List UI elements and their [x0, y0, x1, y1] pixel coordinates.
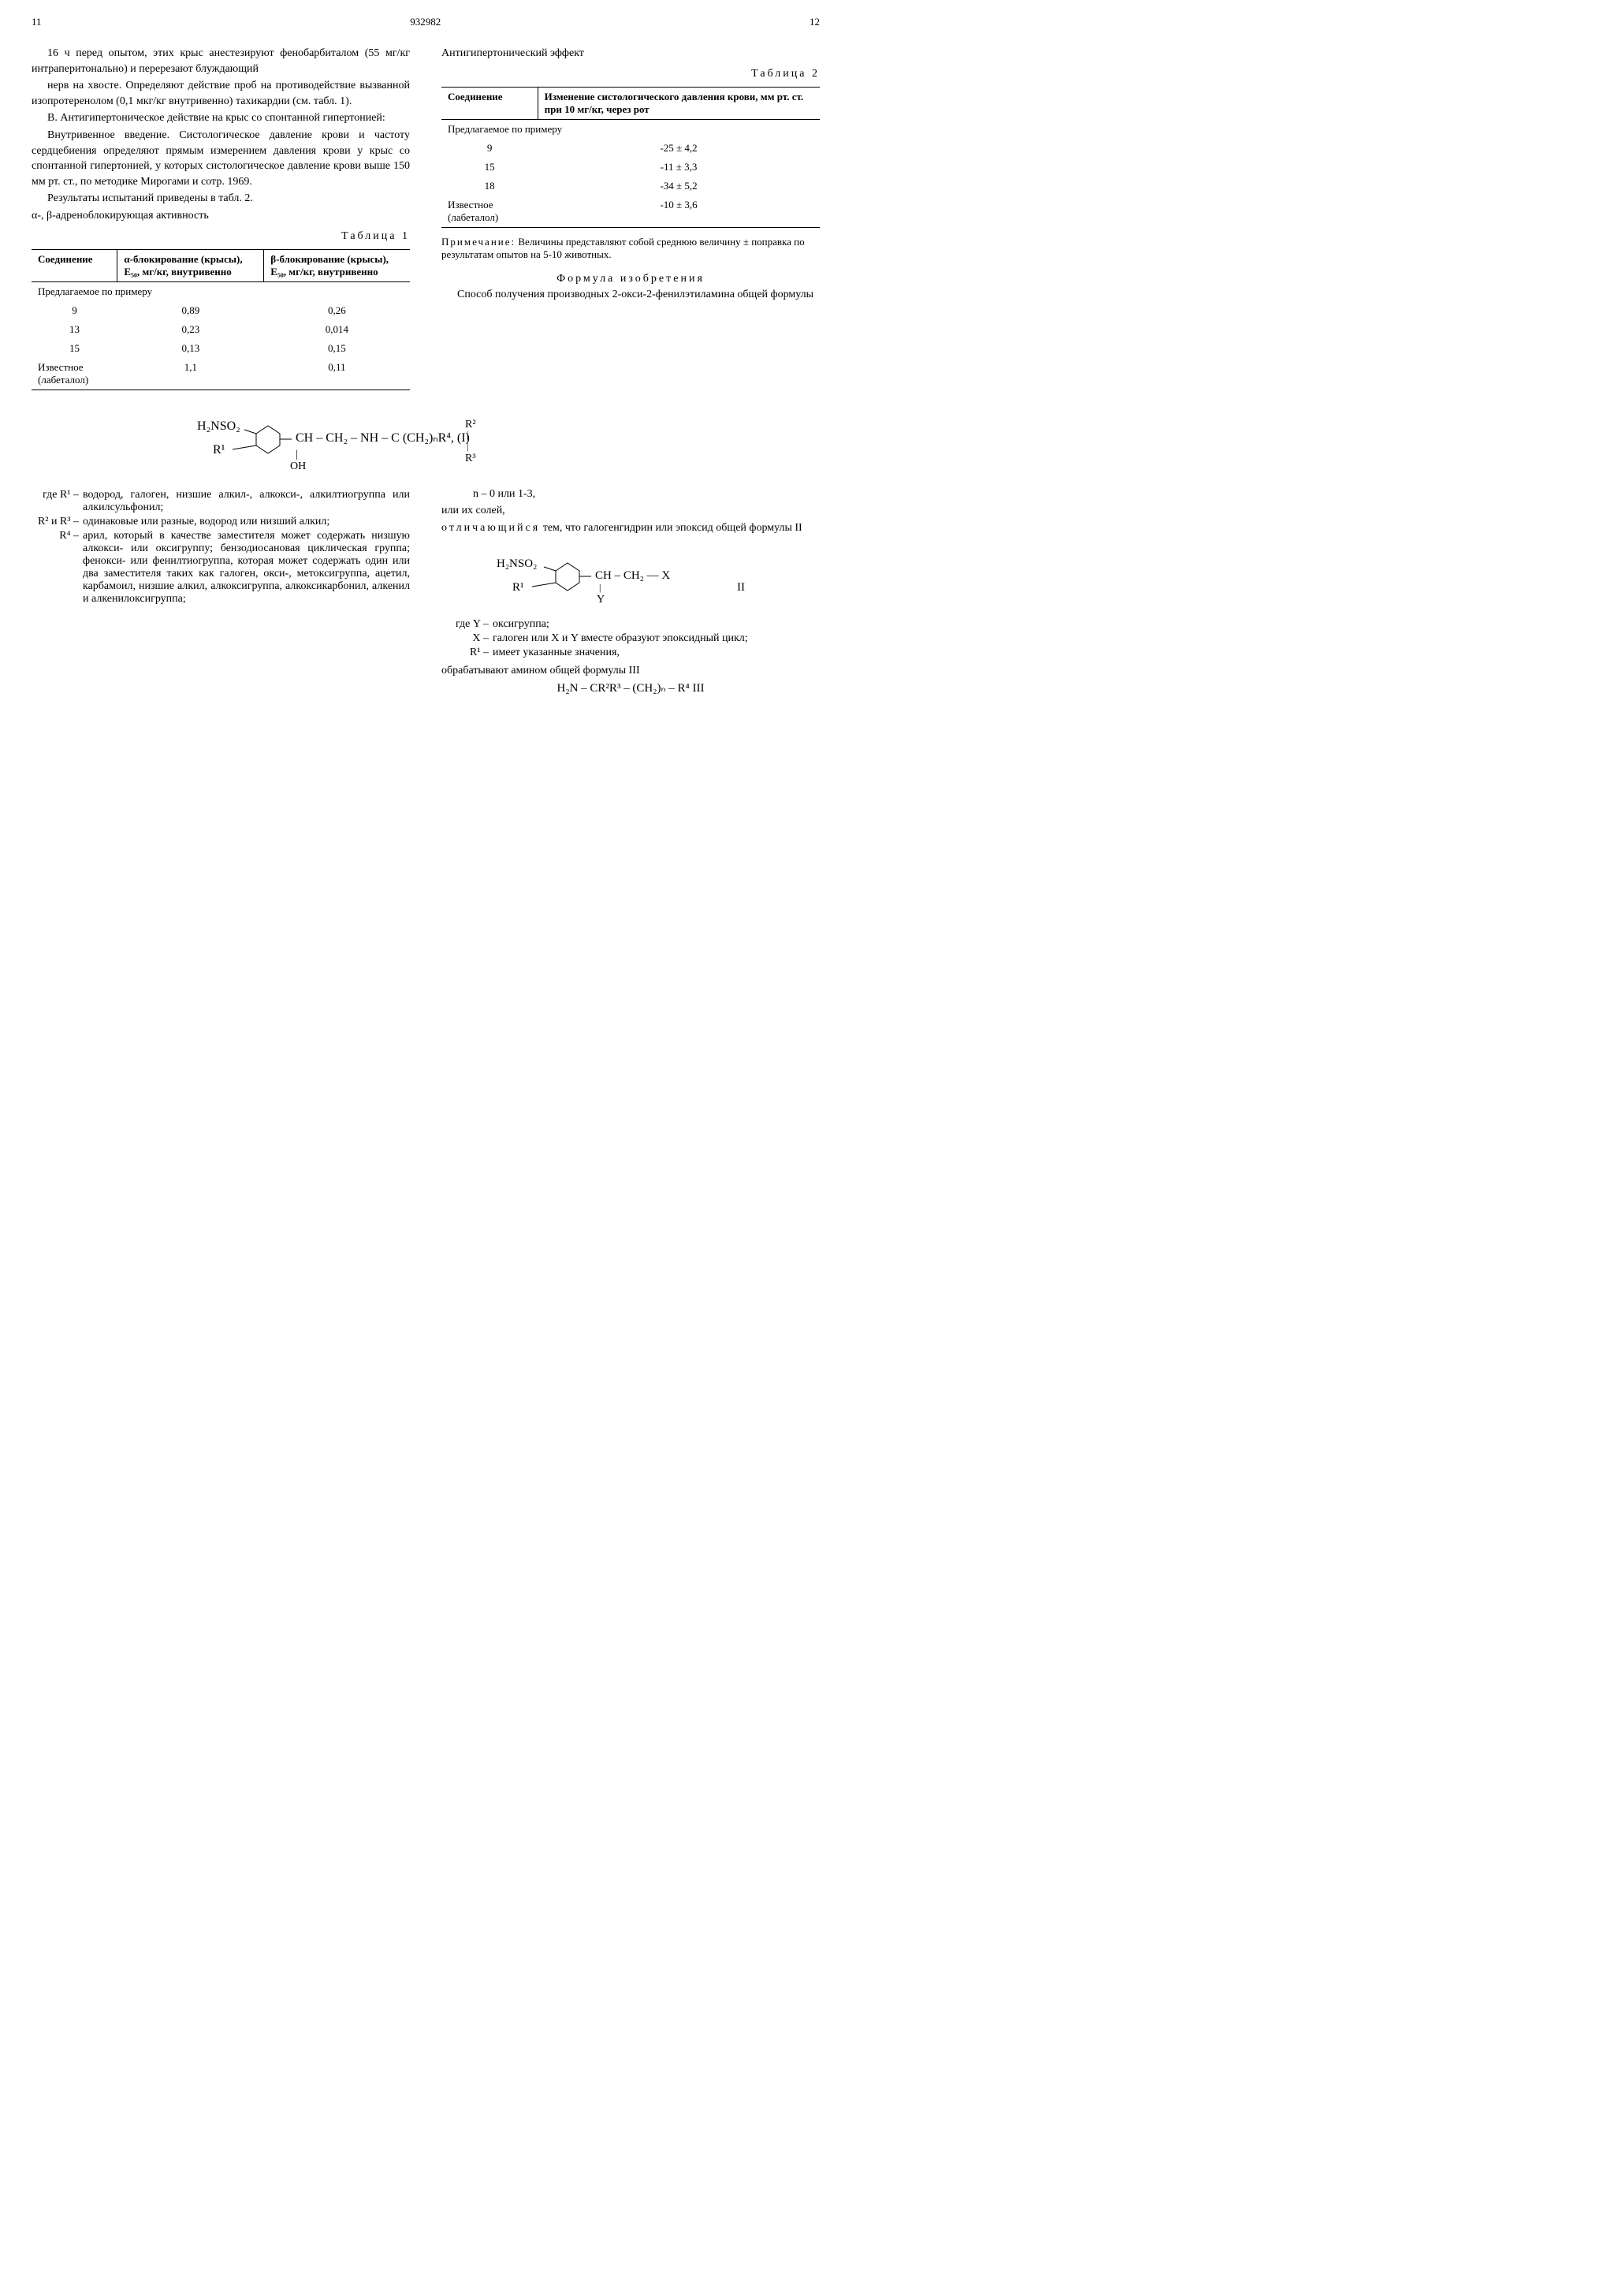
right-column-bottom: n – 0 или 1-3, или их солей, отличающийс…: [441, 485, 820, 699]
table-row: Предлагаемое по примеру: [441, 119, 820, 139]
table-row: Предлагаемое по примеру: [32, 281, 410, 301]
svg-text:|: |: [599, 582, 601, 593]
doc-number: 932982: [410, 16, 441, 28]
left-column: 16 ч перед опытом, этих крыс анестезирую…: [32, 44, 410, 398]
formula-3: H₂N – CR²R³ – (CH₂)ₙ – R⁴ III: [441, 680, 820, 697]
def-y: где Y – оксигруппа;: [441, 618, 820, 631]
right-title: Антигипертонический эффект: [441, 46, 820, 62]
right-column: Антигипертонический эффект Таблица 2 Сое…: [441, 44, 820, 398]
table1-h2: α-блокирование (крысы), Е₅₀, мг/кг, внут…: [117, 249, 264, 281]
n-def: n – 0 или 1-3,: [441, 486, 820, 502]
para: В. Антигипертоническое действие на крыс …: [32, 110, 410, 126]
svg-text:II: II: [737, 581, 745, 594]
svg-text:R¹: R¹: [512, 581, 524, 594]
def-r23: R² и R³ – одинаковые или разные, водород…: [32, 516, 410, 528]
svg-text:H₂NSO₂: H₂NSO₂: [497, 557, 537, 570]
svg-text:CH – CH₂ — X: CH – CH₂ — X: [595, 569, 670, 582]
table-row: 9 -25 ± 4,2: [441, 139, 820, 158]
page-left: 11: [32, 16, 42, 28]
svg-text:R¹: R¹: [213, 443, 225, 457]
formula-2: H₂NSO₂ R¹ CH – CH₂ — X | Y II: [441, 547, 820, 606]
svg-text:CH – CH₂ – NH – C (CH₂)ₙR⁴, (: CH – CH₂ – NH – C (CH₂)ₙR⁴, (I): [296, 431, 470, 445]
amine-text: обрабатывают амином общей формулы III: [441, 663, 820, 679]
para: α-, β-адреноблокирующая активность: [32, 208, 410, 224]
para: Внутривенное введение. Систологическое д…: [32, 128, 410, 189]
def-r4: R⁴ – арил, который в качестве заместител…: [32, 530, 410, 606]
formula-intro: Способ получения производных 2-окси-2-фе…: [441, 287, 820, 303]
distinguish: отличающийся тем, что галогенгидрин или …: [441, 520, 820, 536]
table-row: 13 0,23 0,014: [32, 320, 410, 339]
para: 16 ч перед опытом, этих крыс анестезирую…: [32, 46, 410, 76]
table-row: 15 0,13 0,15: [32, 339, 410, 358]
note: Примечание: Величины представляют собой …: [441, 236, 820, 261]
def-r1: где R¹ – водород, галоген, низшие алкил-…: [32, 489, 410, 514]
table1-h3: β-блокирование (крысы), Е₅₀, мг/кг, внут…: [264, 249, 410, 281]
table2-h1: Соединение: [441, 87, 538, 119]
table2-caption: Таблица 2: [441, 68, 820, 80]
svg-text:|: |: [467, 429, 468, 440]
def-x: X – галоген или X и Y вместе образуют эп…: [441, 632, 820, 645]
para: нерв на хвосте. Определяют действие проб…: [32, 78, 410, 109]
svg-text:OH: OH: [290, 460, 306, 472]
svg-text:|: |: [467, 441, 468, 452]
table-row: 15 -11 ± 3,3: [441, 158, 820, 177]
table-row: 18 -34 ± 5,2: [441, 177, 820, 196]
salts: или их солей,: [441, 503, 820, 519]
svg-text:H₂NSO₂: H₂NSO₂: [197, 419, 240, 433]
table-row: Известное (лабеталол) 1,1 0,11: [32, 358, 410, 390]
table2: Соединение Изменение систологического да…: [441, 87, 820, 228]
left-column-bottom: где R¹ – водород, галоген, низшие алкил-…: [32, 485, 410, 699]
table1-h1: Соединение: [32, 249, 117, 281]
svg-text:R³: R³: [465, 453, 476, 464]
svg-text:Y: Y: [597, 594, 605, 606]
svg-text:|: |: [296, 449, 298, 460]
table2-h2: Изменение систологического давления кров…: [538, 87, 820, 119]
table-row: 9 0,89 0,26: [32, 301, 410, 320]
formula-section-title: Формула изобретения: [441, 273, 820, 285]
para: Результаты испытаний приведены в табл. 2…: [32, 191, 410, 207]
table1-caption: Таблица 1: [32, 230, 410, 243]
def-r1b: R¹ – имеет указанные значения,: [441, 647, 820, 659]
page-right: 12: [810, 16, 820, 28]
table-row: Известное (лабеталол) -10 ± 3,6: [441, 196, 820, 228]
table1: Соединение α-блокирование (крысы), Е₅₀, …: [32, 249, 410, 390]
formula-1: H₂NSO₂ R¹ CH – CH₂ – NH – C (CH₂)ₙR⁴, (I…: [32, 410, 820, 473]
